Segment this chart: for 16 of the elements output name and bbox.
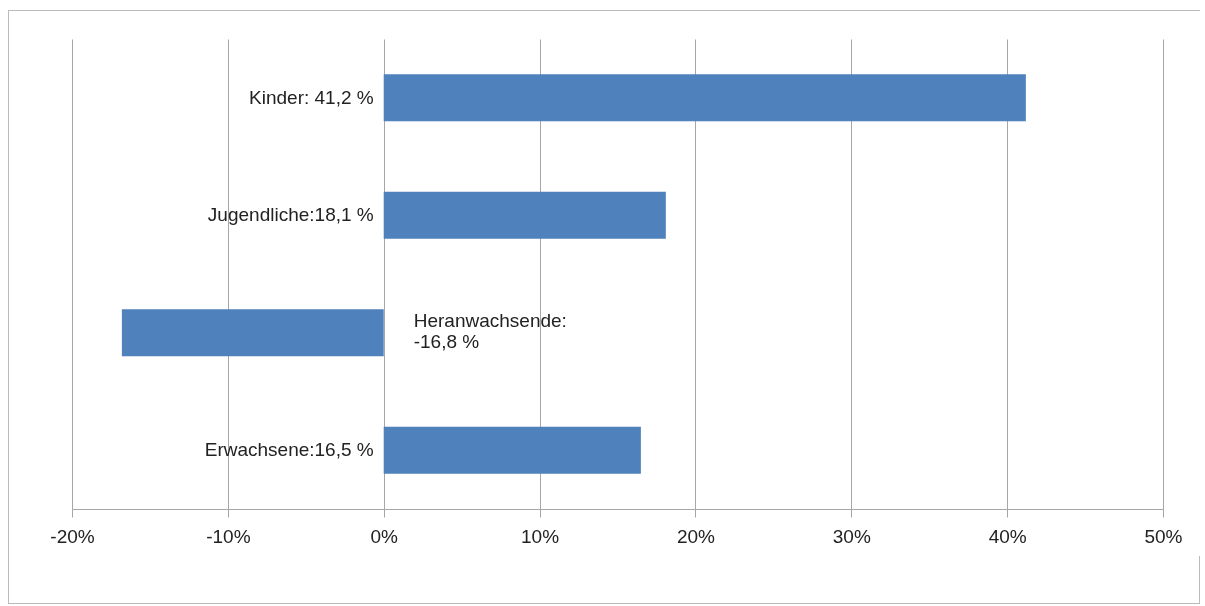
- bar: [383, 191, 666, 239]
- x-tick-label: 30%: [832, 525, 871, 547]
- x-tick-label: 20%: [676, 525, 716, 547]
- bar: [383, 426, 641, 474]
- x-tick-label: 40%: [988, 525, 1027, 547]
- y-tick-label: Erwachsene:16,5 %: [204, 439, 374, 461]
- x-tick-label: 10%: [521, 525, 560, 547]
- bar: [121, 309, 384, 357]
- x-tick-label: 50%: [1144, 525, 1183, 547]
- y-tick-label: Jugendliche:18,1 %: [207, 204, 374, 226]
- y-tick-label: Heranwachsende: -16,8 %: [413, 309, 567, 352]
- x-tick-label: -10%: [206, 525, 251, 547]
- bar: [383, 74, 1026, 122]
- x-tick-label: 0%: [370, 525, 399, 547]
- x-tick-label: -20%: [50, 525, 95, 547]
- y-tick-label: Kinder: 41,2 %: [249, 86, 374, 108]
